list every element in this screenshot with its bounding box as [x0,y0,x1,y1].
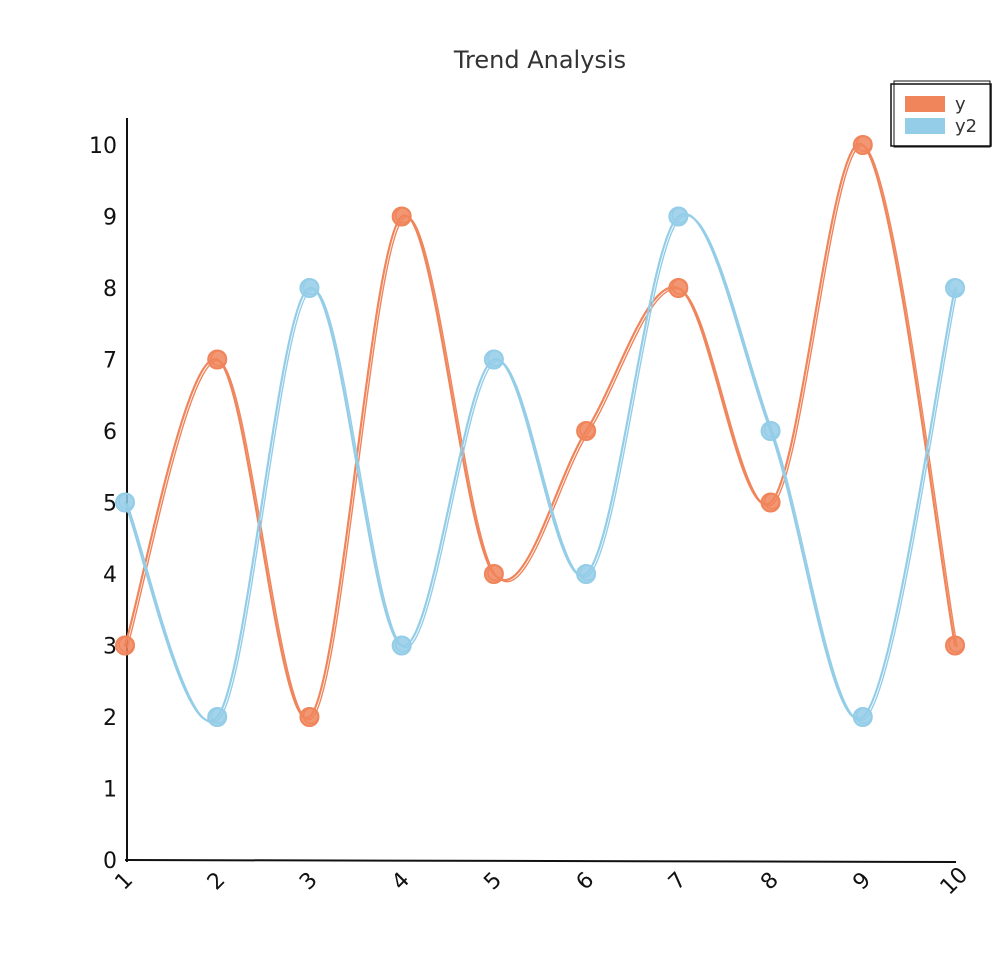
x-tick-label: 3 [295,868,323,896]
chart-title: Trend Analysis [453,46,626,74]
x-tick-label: 4 [387,868,415,896]
x-tick-label: 9 [848,868,876,896]
data-point-sketch [763,493,781,510]
legend-label: y2 [955,116,977,137]
data-point-sketch [856,707,873,725]
y-tick-label: 7 [103,349,117,374]
x-tick-label: 5 [480,868,508,896]
data-point-sketch [118,493,135,510]
data-point-y2 [391,635,412,656]
data-point-y [391,206,412,227]
legend-item-y2: y2 [905,116,977,137]
series-line-y [123,143,957,719]
y-tick-label: 9 [103,206,117,231]
data-point-sketch [210,707,227,725]
x-tick-label: 10 [936,863,973,900]
y-tick-label: 4 [103,563,117,588]
y-tick-label: 1 [103,778,117,803]
y-tick-label: 10 [89,134,117,159]
y-tick-label: 5 [103,492,117,517]
legend-frame-sketch [893,80,991,148]
legend-frame [890,83,992,147]
legend-label: y [955,94,966,115]
data-point-sketch [671,278,689,296]
data-point-y [852,135,873,155]
y-tick-label: 0 [103,849,117,874]
data-point-y2 [207,707,228,727]
data-point-y [576,421,597,441]
series-layer [115,135,965,727]
data-point-y2 [945,278,965,298]
data-point-sketch [948,636,965,653]
x-tick-labels: 1 2 3 4 5 6 7 8 9 10 [111,863,974,900]
legend-swatch [905,118,945,134]
series-y2 [115,206,965,727]
data-point-y [299,707,320,727]
x-tick-label: 7 [664,868,692,896]
data-point-sketch [671,207,689,224]
x-tick-label: 6 [572,868,600,896]
y-tick-label: 6 [103,420,117,445]
x-axis-line [124,859,957,863]
data-point-sketch [487,350,504,367]
data-point-sketch [579,421,596,439]
y-tick-labels: 0 1 2 3 4 5 6 7 8 9 10 [89,134,117,874]
data-point-y [115,635,135,656]
axes [124,118,957,863]
legend-item-y: y [905,94,966,115]
data-point-sketch [763,421,781,439]
data-point-y2 [299,278,320,298]
data-point-sketch [302,278,320,296]
data-point-y [945,635,965,656]
data-point-y [668,278,689,298]
data-point-y2 [483,349,504,370]
data-point-y2 [668,206,689,227]
y-tick-label: 8 [103,277,117,302]
data-point-sketch [487,564,504,582]
data-point-sketch [579,564,596,582]
series-line-y2 [123,213,957,722]
data-point-sketch [394,636,412,653]
x-tick-label: 8 [756,868,784,896]
data-point-sketch [394,207,412,224]
data-point-y [483,564,504,584]
data-point-y [760,492,781,513]
data-point-y2 [576,564,597,584]
series-y [115,135,965,727]
y-tick-label: 3 [103,635,117,660]
data-point-y [207,349,228,370]
legend-swatch [905,96,945,112]
legend: yy2 [890,80,992,148]
data-point-sketch [948,278,965,296]
data-point-y2 [760,421,781,441]
series-line-sketch-y [126,145,958,721]
data-point-sketch [210,350,227,367]
data-point-sketch [118,636,135,653]
x-tick-label: 2 [203,868,231,896]
y-tick-label: 2 [103,706,117,731]
data-point-sketch [302,707,320,725]
legend-items: yy2 [905,94,977,137]
data-point-sketch [856,135,873,153]
data-point-y2 [852,707,873,727]
data-point-y2 [115,492,135,513]
series-line-sketch-y2 [126,215,958,724]
